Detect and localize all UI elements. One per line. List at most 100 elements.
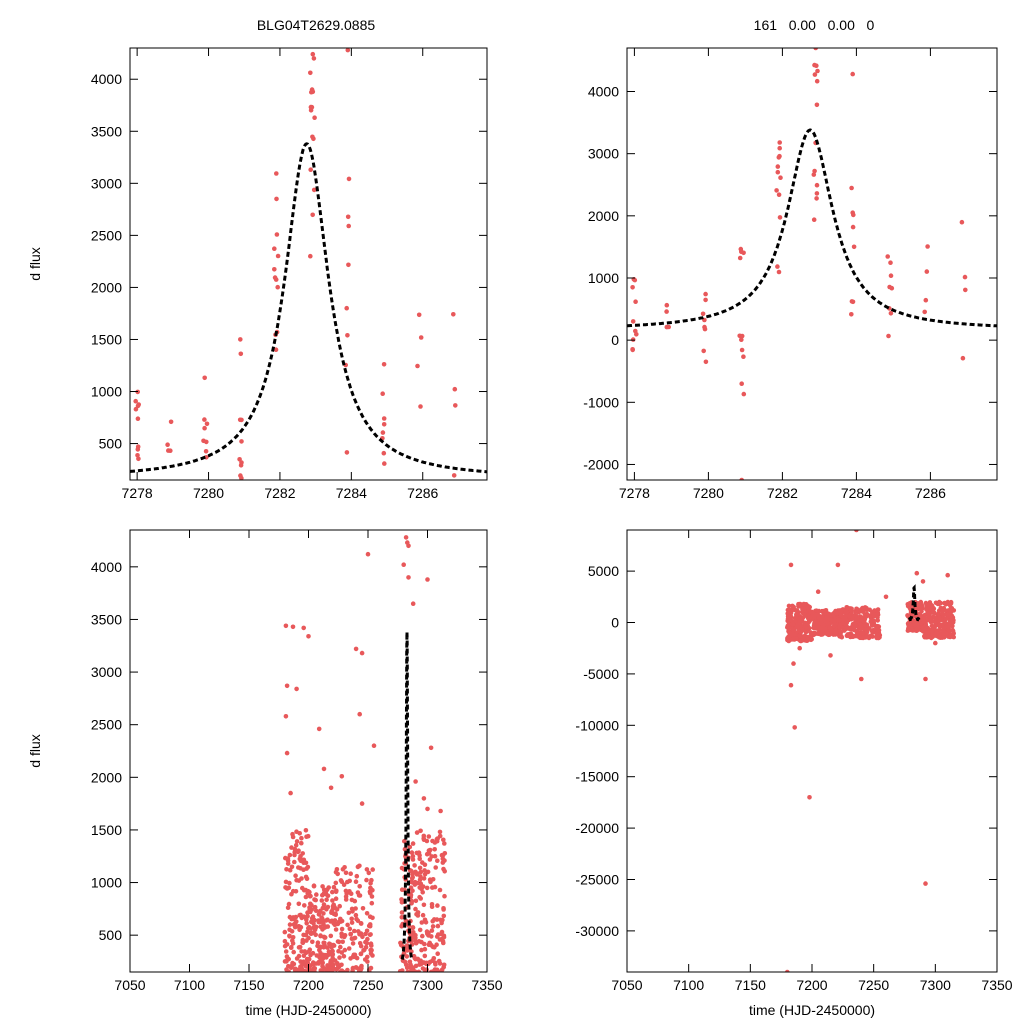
x-tick-label: 7286 — [915, 485, 946, 501]
data-point — [399, 924, 404, 929]
y-axis-label: d flux — [27, 734, 43, 767]
data-point — [453, 403, 458, 408]
data-point — [425, 869, 431, 875]
data-point — [412, 863, 417, 868]
x-tick-label: 7350 — [471, 977, 502, 993]
data-point — [435, 968, 440, 972]
data-point — [778, 175, 783, 180]
data-point — [321, 952, 326, 958]
data-point — [409, 901, 414, 906]
data-point — [381, 362, 387, 367]
data-point — [439, 931, 444, 937]
data-point — [311, 187, 317, 193]
data-point — [299, 876, 304, 881]
data-point — [346, 223, 352, 229]
data-point — [340, 939, 346, 945]
data-point — [353, 646, 359, 652]
data-point — [272, 275, 278, 280]
data-point — [237, 417, 243, 423]
data-point — [289, 891, 294, 897]
y-tick-label: 2500 — [91, 717, 122, 733]
data-point — [351, 936, 356, 941]
data-point — [332, 918, 338, 923]
data-point — [286, 969, 291, 972]
data-point — [440, 852, 446, 858]
data-point — [330, 889, 335, 895]
data-point — [415, 913, 421, 918]
data-points — [282, 535, 448, 972]
data-point — [284, 683, 290, 689]
data-point — [849, 299, 855, 304]
data-point — [339, 774, 345, 779]
data-point — [863, 623, 868, 628]
data-point — [442, 893, 447, 899]
data-point — [855, 630, 861, 635]
data-point — [844, 605, 849, 610]
data-point — [289, 864, 295, 870]
data-point — [814, 78, 820, 84]
data-point — [425, 577, 430, 582]
data-point — [922, 633, 927, 639]
data-point — [634, 332, 639, 337]
data-point — [287, 867, 293, 873]
panel-bottom-right: 7050 7100 7150 7200 7250 7300 7350 -30000 -25000… — [575, 529, 1013, 1018]
data-point — [959, 219, 965, 225]
data-point — [432, 853, 438, 859]
data-point — [299, 835, 304, 841]
data-point — [801, 601, 807, 607]
data-point — [907, 624, 913, 629]
data-point — [741, 391, 747, 397]
data-point — [437, 829, 443, 835]
data-point — [914, 570, 920, 576]
data-point — [292, 859, 297, 865]
data-point — [311, 883, 317, 888]
x-tick-label: 7350 — [981, 977, 1012, 993]
y-tick-label: 1500 — [91, 331, 122, 347]
title-right: 161 0.00 0.00 0 — [754, 17, 875, 33]
data-point — [739, 477, 744, 480]
data-point — [948, 606, 954, 611]
data-point — [321, 945, 327, 950]
data-point — [812, 72, 818, 77]
data-point — [300, 885, 305, 891]
x-tick-label: 7300 — [412, 977, 443, 993]
data-point — [793, 632, 798, 638]
data-point — [424, 929, 430, 934]
data-point — [341, 954, 347, 959]
data-point — [300, 968, 305, 972]
data-point — [418, 404, 423, 409]
data-point — [871, 613, 877, 618]
data-point — [303, 894, 309, 900]
data-point — [867, 607, 872, 613]
data-point — [202, 375, 207, 381]
data-point — [349, 906, 355, 912]
data-point — [339, 926, 345, 932]
data-point — [363, 944, 369, 950]
data-point — [441, 906, 446, 911]
data-point — [920, 606, 925, 611]
data-point — [906, 601, 912, 607]
data-point — [298, 854, 303, 859]
x-tick-label: 7050 — [611, 977, 642, 993]
data-point — [287, 927, 292, 932]
data-point — [275, 284, 281, 290]
panel-top-right: 7278 7280 7282 7284 7286 -2000 -1000 0 1000 2000 3… — [583, 47, 998, 501]
data-point — [331, 943, 337, 948]
data-point — [837, 610, 843, 616]
data-point — [380, 430, 386, 435]
data-point — [325, 952, 331, 958]
data-point — [204, 439, 209, 445]
data-point — [418, 335, 424, 340]
data-point — [292, 846, 298, 852]
data-point — [283, 714, 289, 719]
data-point — [858, 622, 863, 627]
data-point — [838, 633, 844, 639]
data-point — [302, 903, 307, 908]
data-point — [203, 449, 209, 454]
data-point — [417, 853, 422, 858]
data-point — [813, 48, 818, 51]
data-point — [874, 631, 879, 636]
data-point — [344, 891, 350, 896]
data-point — [301, 959, 306, 964]
data-point — [422, 868, 427, 873]
